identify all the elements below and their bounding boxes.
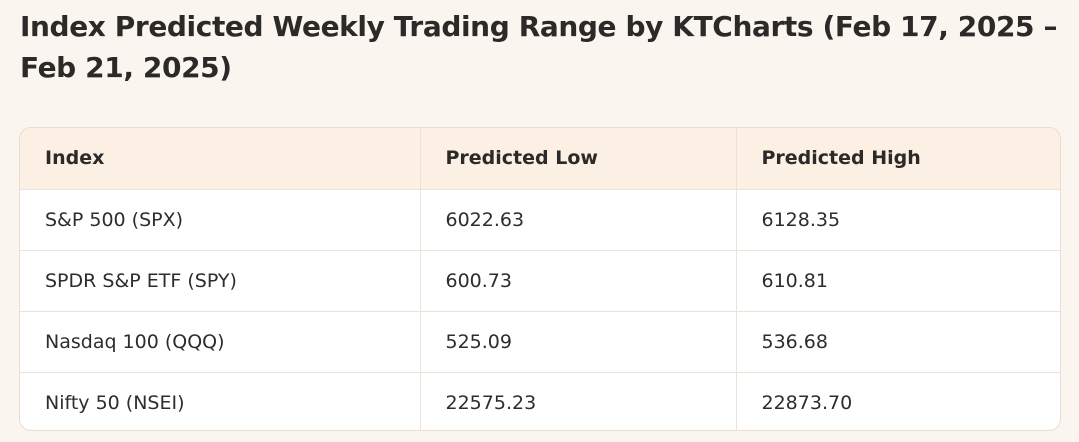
cell-index: S&P 500 (SPX): [20, 189, 421, 251]
cell-predicted-low: 6022.63: [420, 189, 737, 251]
header-predicted-high: Predicted High: [736, 128, 1060, 190]
table-header-row: Index Predicted Low Predicted High: [20, 128, 1060, 190]
header-predicted-low: Predicted Low: [420, 128, 737, 190]
cell-predicted-low: 600.73: [420, 250, 737, 312]
trading-range-table-card: Index Predicted Low Predicted High S&P 5…: [19, 127, 1061, 431]
cell-index: SPDR S&P ETF (SPY): [20, 250, 421, 312]
table-row: Nasdaq 100 (QQQ) 525.09 536.68: [20, 311, 1060, 373]
cell-index: Nifty 50 (NSEI): [20, 372, 421, 430]
table-row: SPDR S&P ETF (SPY) 600.73 610.81: [20, 250, 1060, 312]
cell-predicted-low: 525.09: [420, 311, 737, 373]
page-title: Index Predicted Weekly Trading Range by …: [20, 10, 1058, 84]
cell-predicted-high: 6128.35: [736, 189, 1060, 251]
cell-predicted-high: 536.68: [736, 311, 1060, 373]
table-row: S&P 500 (SPX) 6022.63 6128.35: [20, 189, 1060, 251]
table-row: Nifty 50 (NSEI) 22575.23 22873.70: [20, 372, 1060, 430]
header-index: Index: [20, 128, 421, 190]
cell-index: Nasdaq 100 (QQQ): [20, 311, 421, 373]
cell-predicted-high: 610.81: [736, 250, 1060, 312]
trading-range-table: Index Predicted Low Predicted High S&P 5…: [20, 128, 1060, 430]
cell-predicted-low: 22575.23: [420, 372, 737, 430]
cell-predicted-high: 22873.70: [761, 391, 853, 414]
